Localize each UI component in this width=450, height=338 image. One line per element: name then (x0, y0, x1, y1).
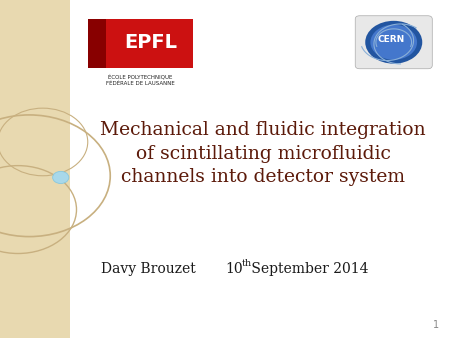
Circle shape (365, 21, 422, 64)
Text: Davy Brouzet: Davy Brouzet (101, 262, 196, 276)
Bar (88, 19, 106, 68)
Text: September 2014: September 2014 (247, 262, 368, 276)
Text: CERN: CERN (378, 35, 405, 44)
Text: 10: 10 (225, 262, 243, 276)
Text: ÉCOLE POLYTECHNIQUE
FÉDÉRALE DE LAUSANNE: ÉCOLE POLYTECHNIQUE FÉDÉRALE DE LAUSANNE (106, 74, 175, 86)
FancyBboxPatch shape (355, 16, 432, 69)
Text: th: th (242, 259, 252, 268)
Circle shape (53, 171, 69, 184)
Text: 1: 1 (432, 319, 439, 330)
Bar (0, 0, 70, 338)
Circle shape (370, 25, 417, 60)
Bar (106, 19, 194, 68)
Text: Mechanical and fluidic integration
of scintillating microfluidic
channels into d: Mechanical and fluidic integration of sc… (100, 121, 426, 186)
Text: EPFL: EPFL (125, 32, 178, 52)
